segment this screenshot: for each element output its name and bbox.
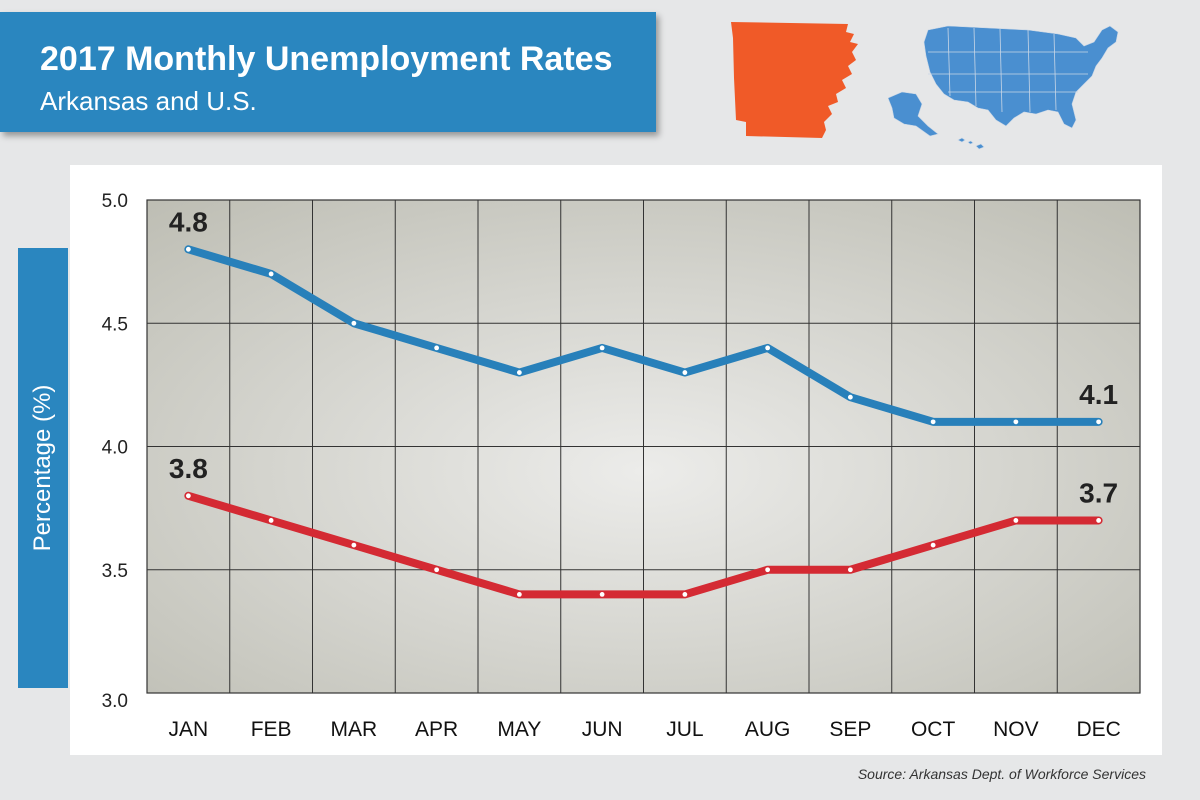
data-point [516,370,522,375]
data-point [847,394,853,400]
data-point [351,320,357,326]
data-label: 3.8 [169,453,208,484]
x-tick-label: MAR [331,718,378,741]
data-point [765,345,771,351]
data-point [1013,518,1019,523]
arkansas-map-icon [731,22,858,138]
data-point [268,271,274,277]
data-point [351,542,357,548]
y-tick-label: 3.0 [102,691,128,712]
x-tick-label: MAY [497,718,541,741]
data-point [930,542,936,548]
data-label: 3.7 [1079,477,1118,508]
data-point [765,567,771,573]
data-point [682,592,688,597]
data-point [185,493,191,499]
series-line [184,245,1103,426]
data-label: 4.1 [1079,379,1118,410]
data-point [434,345,440,351]
data-point [434,567,440,573]
data-point [516,592,522,597]
data-point [268,518,274,523]
data-point [599,592,605,597]
data-point [1096,419,1102,425]
data-point [185,246,191,252]
x-tick-label: FEB [251,718,292,741]
x-tick-label: SEP [829,718,871,741]
data-point [682,370,688,375]
us-map-icon [888,25,1119,150]
x-tick-label: JUN [582,718,623,741]
chart-subtitle: Arkansas and U.S. [40,86,257,116]
data-label: 4.8 [169,206,208,237]
x-tick-label: APR [415,718,458,741]
y-tick-label: 4.5 [102,314,128,335]
data-point [930,419,936,425]
data-point [847,567,853,573]
x-tick-label: NOV [993,718,1039,741]
data-point [599,345,605,351]
x-tick-label: OCT [911,718,956,741]
title-banner: 2017 Monthly Unemployment Rates Arkansas… [0,12,656,132]
x-tick-label: JAN [169,718,209,741]
chart-title: 2017 Monthly Unemployment Rates [40,40,613,78]
source-note: Source: Arkansas Dept. of Workforce Serv… [857,766,1146,782]
y-tick-label: 5.0 [102,191,128,212]
data-point [1096,518,1102,523]
x-tick-label: DEC [1076,718,1120,741]
y-tick-label: 3.5 [102,561,128,582]
y-tick-label: 4.0 [102,438,128,459]
data-point [1013,419,1019,425]
y-axis-label-tab: Percentage (%) [18,248,68,688]
x-tick-label: JUL [666,718,703,741]
plot-border [146,199,1141,694]
series-line [184,491,1103,599]
x-tick-label: AUG [745,718,791,741]
